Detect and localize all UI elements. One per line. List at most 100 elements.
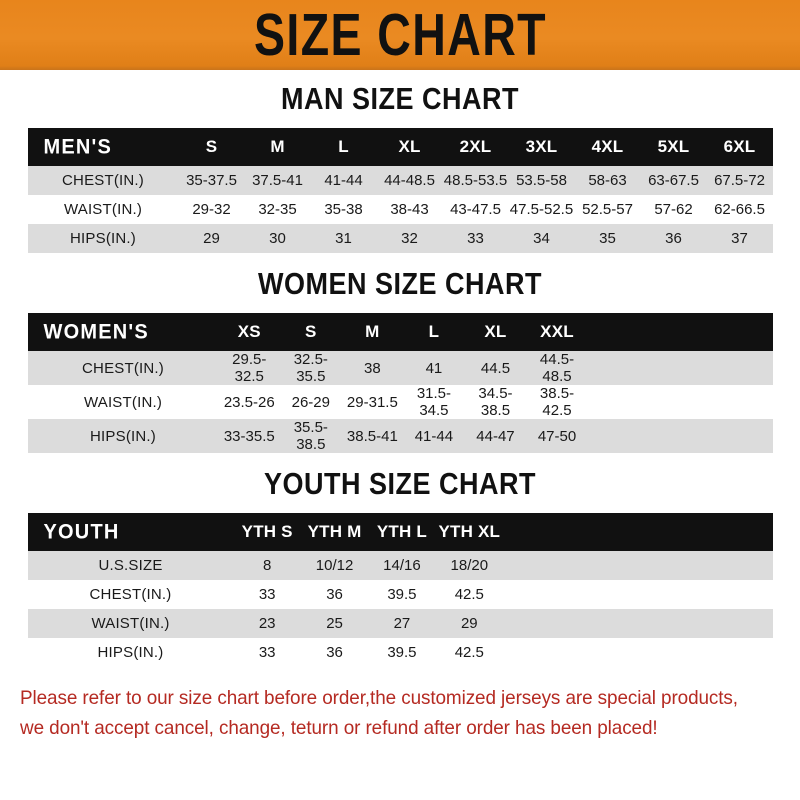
table-cell: 30 <box>269 230 286 247</box>
youth-row-label: CHEST(IN.) <box>89 586 172 603</box>
table-cell: 38.5-42.5 <box>539 385 575 419</box>
section-title-women: WOMEN SIZE CHART <box>258 267 542 301</box>
youth-column-header-empty <box>570 513 637 551</box>
table-cell-empty <box>711 419 773 453</box>
women-size-table: WOMEN'S XS S M L XL XXL CHEST(IN.) 29.5-32.5 32.… <box>27 313 773 453</box>
youth-column-header-empty <box>638 513 705 551</box>
table-cell: 32 <box>401 230 418 247</box>
table-cell: 35.5-38.5 <box>293 419 328 453</box>
table-cell: 41-44 <box>324 172 363 189</box>
man-row-label: CHEST(IN.) <box>62 172 144 189</box>
table-row: CHEST(IN.) 33 36 39.5 42.5 <box>27 580 773 609</box>
table-cell: 43-47.5 <box>450 201 501 218</box>
table-cell-empty <box>711 351 773 385</box>
man-column-header: 6XL <box>723 137 756 156</box>
page-title: SIZE CHART <box>253 1 547 69</box>
table-row: HIPS(IN.) 33-35.5 35.5-38.5 38.5-41 41-44 44-… <box>27 419 773 453</box>
table-cell: 38 <box>364 359 381 377</box>
table-cell: 41 <box>425 359 443 377</box>
table-cell-empty <box>638 638 705 667</box>
table-cell: 34.5-38.5 <box>478 385 513 419</box>
table-cell: 29-31.5 <box>346 393 398 411</box>
table-row: WAIST(IN.) 29-32 32-35 35-38 38-43 43-47.5 47.… <box>27 195 773 224</box>
table-cell-empty <box>588 419 650 453</box>
women-column-header-empty <box>711 313 773 351</box>
table-cell-empty <box>638 580 705 609</box>
youth-column-header-empty <box>705 513 772 551</box>
table-cell: 42.5 <box>454 586 484 603</box>
table-cell-empty <box>588 385 650 419</box>
page-banner: SIZE CHART <box>0 0 800 70</box>
man-row-label: HIPS(IN.) <box>70 230 136 247</box>
table-header-row: MEN'S S M L XL 2XL 3XL 4XL 5XL 6XL <box>27 128 773 166</box>
table-cell: 35-37.5 <box>186 172 237 189</box>
table-cell: 31 <box>335 230 352 247</box>
table-cell: 29 <box>203 230 220 247</box>
table-cell-empty <box>570 609 637 638</box>
table-cell-empty <box>503 638 570 667</box>
table-cell-empty <box>570 551 637 580</box>
table-row: WAIST(IN.) 23.5-26 26-29 29-31.5 31.5-34.5 34… <box>27 385 773 419</box>
table-cell: 47.5-52.5 <box>509 201 574 218</box>
footer-line-2: we don't accept cancel, change, teturn o… <box>20 717 658 739</box>
man-column-header: L <box>338 137 349 156</box>
man-row-label: WAIST(IN.) <box>63 201 143 218</box>
table-cell: 33 <box>258 586 276 603</box>
man-table-head: MEN'S S M L XL 2XL 3XL 4XL 5XL 6XL <box>27 128 773 166</box>
youth-table-body: U.S.SIZE 8 10/12 14/16 18/20 CHEST(IN.) 33 36 39… <box>27 551 773 667</box>
table-cell: 34 <box>533 230 550 247</box>
table-row: CHEST(IN.) 29.5-32.5 32.5-35.5 38 41 44.5 44.5… <box>27 351 773 385</box>
table-cell: 57-62 <box>654 201 693 218</box>
youth-table-head: YOUTH YTH S YTH M YTH L YTH XL <box>27 513 773 551</box>
table-cell-empty <box>705 609 772 638</box>
table-row: WAIST(IN.) 23 25 27 29 <box>27 609 773 638</box>
youth-row-label: U.S.SIZE <box>98 557 163 574</box>
table-row: U.S.SIZE 8 10/12 14/16 18/20 <box>27 551 773 580</box>
table-cell: 38.5-41 <box>346 427 398 445</box>
table-cell: 53.5-58 <box>516 172 567 189</box>
footer-line-1: Please refer to our size chart before or… <box>20 687 738 709</box>
table-cell-empty <box>638 551 705 580</box>
table-cell-empty <box>649 419 711 453</box>
women-column-header: S <box>305 322 317 341</box>
table-cell: 39.5 <box>387 644 417 661</box>
man-row-label-header: MEN'S <box>43 134 113 159</box>
table-cell: 29 <box>460 615 478 632</box>
table-cell-empty <box>503 580 570 609</box>
man-column-header: XL <box>398 137 421 156</box>
man-column-header: S <box>205 137 218 156</box>
table-cell: 35-38 <box>324 201 363 218</box>
table-cell-empty <box>588 351 650 385</box>
man-column-header: 3XL <box>525 137 558 156</box>
table-cell-empty <box>705 638 772 667</box>
women-row-label-header: WOMEN'S <box>43 319 149 344</box>
women-column-header: XL <box>484 322 507 341</box>
table-cell-empty <box>638 609 705 638</box>
table-cell: 67.5-72 <box>714 172 765 189</box>
table-cell: 10/12 <box>315 557 354 574</box>
table-cell-empty <box>570 580 637 609</box>
table-cell: 36 <box>326 644 343 661</box>
table-cell-empty <box>711 385 773 419</box>
women-column-header-empty <box>588 313 650 351</box>
youth-column-header: YTH M <box>307 522 362 541</box>
youth-row-label: HIPS(IN.) <box>97 644 164 661</box>
man-column-header: 2XL <box>459 137 492 156</box>
youth-row-label-header: YOUTH <box>43 519 120 544</box>
table-cell: 25 <box>326 615 343 632</box>
women-column-header: M <box>365 322 380 341</box>
man-column-header: 4XL <box>591 137 624 156</box>
women-column-header: L <box>428 322 440 341</box>
table-cell: 63-67.5 <box>648 172 699 189</box>
section-title-youth: YOUTH SIZE CHART <box>263 467 536 501</box>
table-cell: 18/20 <box>450 557 489 574</box>
spacer-women-title <box>0 299 800 313</box>
table-cell: 33-35.5 <box>223 427 275 445</box>
table-header-row: YOUTH YTH S YTH M YTH L YTH XL <box>27 513 773 551</box>
table-row: HIPS(IN.) 33 36 39.5 42.5 <box>27 638 773 667</box>
table-cell-empty <box>503 551 570 580</box>
table-cell: 14/16 <box>383 557 421 574</box>
spacer-man-title <box>0 114 800 128</box>
footer-disclaimer: Please refer to our size chart before or… <box>20 667 757 743</box>
